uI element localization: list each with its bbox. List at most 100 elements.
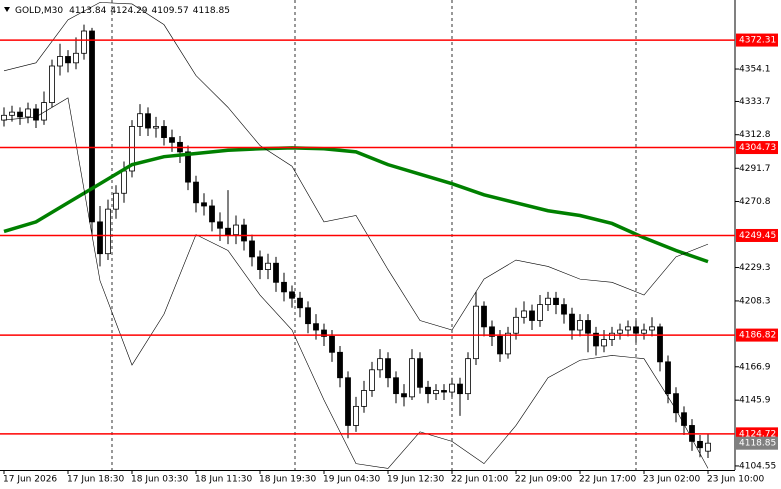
x-tick-label: 18 Jun 19:30 xyxy=(259,475,316,485)
candle-body xyxy=(609,332,615,340)
symbol: GOLD,M30 xyxy=(15,6,63,16)
last-price-label: 4118.85 xyxy=(739,439,776,449)
candle-body xyxy=(345,377,351,426)
level-tag xyxy=(736,328,778,342)
level-label: 4372.31 xyxy=(739,36,776,46)
y-tick-label: 4291.7 xyxy=(739,164,771,174)
candle-body xyxy=(489,326,495,337)
candle-body xyxy=(321,329,327,337)
candle-body xyxy=(553,297,559,305)
candle-body xyxy=(1,114,7,121)
y-tick-label: 4354.1 xyxy=(739,65,771,75)
candle-body xyxy=(537,304,543,321)
y-tick-label: 4333.7 xyxy=(739,97,771,107)
x-tick-label: 19 Jun 12:30 xyxy=(387,475,444,485)
y-tick-label: 4145.9 xyxy=(739,396,771,406)
candle-body xyxy=(425,386,431,395)
candle-body xyxy=(25,108,31,118)
candle-body xyxy=(465,358,471,395)
candle-body xyxy=(561,304,567,315)
candle-body xyxy=(33,108,39,121)
candle-body xyxy=(361,390,367,407)
candle-body xyxy=(505,332,511,355)
indicator-line xyxy=(3,97,709,469)
x-tick-label: 18 Jun 03:30 xyxy=(131,475,188,485)
candle-body xyxy=(657,326,663,363)
y-tick-label: 4104.55 xyxy=(739,461,776,471)
candle-body xyxy=(65,56,71,64)
level-tag xyxy=(736,33,778,47)
candle-body xyxy=(401,393,407,398)
y-tick-label: 4229.3 xyxy=(739,263,771,273)
candle-body xyxy=(97,221,103,255)
candle-body xyxy=(433,390,439,395)
candle-body xyxy=(225,227,231,236)
candle-body xyxy=(353,405,359,426)
candle-body xyxy=(217,221,223,229)
candle-body xyxy=(617,329,623,334)
candle-body xyxy=(289,291,295,299)
candle-body xyxy=(41,102,47,121)
candle-body xyxy=(281,281,287,293)
candle-body xyxy=(273,262,279,283)
candle-body xyxy=(449,383,455,393)
indicator-line xyxy=(3,146,709,264)
x-tick-label: 18 Jun 11:30 xyxy=(195,475,252,485)
candle-body xyxy=(89,30,95,223)
candle-body xyxy=(593,332,599,347)
candle-body xyxy=(545,297,551,305)
candle-body xyxy=(481,305,487,328)
candle-body xyxy=(385,358,391,379)
candle-body xyxy=(329,335,335,353)
candle-body xyxy=(57,56,63,67)
candle-body xyxy=(409,358,415,398)
open-value: 4113.84 xyxy=(69,6,106,16)
indicator-line xyxy=(3,2,709,331)
candle-body xyxy=(137,113,143,127)
candle-body xyxy=(113,192,119,210)
y-tick-label: 4166.9 xyxy=(739,362,771,372)
candle-body xyxy=(601,339,607,347)
candle-body xyxy=(145,113,151,129)
header: GOLD,M30 4113.84 4124.29 4109.57 4118.85 xyxy=(4,6,230,16)
candle-body xyxy=(497,335,503,355)
candle-body xyxy=(625,326,631,331)
x-tick-label: 22 Jun 09:00 xyxy=(515,475,572,485)
close-value: 4118.85 xyxy=(193,6,230,16)
x-tick-label: 17 Jun 18:30 xyxy=(67,475,124,485)
x-tick-label: 23 Jun 10:00 xyxy=(707,475,764,485)
plot xyxy=(0,2,735,469)
candle-body xyxy=(73,52,79,64)
menu-arrow[interactable] xyxy=(4,7,10,12)
candle-body xyxy=(49,65,55,103)
candle-body xyxy=(441,390,447,393)
candle-body xyxy=(193,181,199,204)
low-value: 4109.57 xyxy=(152,6,189,16)
x-tick-label: 19 Jun 04:30 xyxy=(323,475,380,485)
candle-body xyxy=(209,205,215,223)
candle-body xyxy=(521,310,527,318)
level-label: 4124.72 xyxy=(739,429,776,439)
candle-body xyxy=(105,208,111,255)
y-tick-label: 4208.3 xyxy=(739,296,771,306)
candle-body xyxy=(121,170,127,194)
level-tag xyxy=(736,141,778,155)
candle-body xyxy=(577,320,583,331)
candle-body xyxy=(569,313,575,331)
candle-body xyxy=(233,224,239,236)
x-tick-label: 17 Jun 2026 xyxy=(3,475,57,485)
candle-body xyxy=(473,305,479,360)
candle-body xyxy=(129,126,135,172)
candle-body xyxy=(649,326,655,331)
candle-body xyxy=(305,307,311,325)
candle-body xyxy=(9,111,15,116)
last-price-tag xyxy=(736,436,778,450)
candle-body xyxy=(641,329,647,334)
level-tag xyxy=(736,228,778,242)
header-text: GOLD,M30 4113.84 4124.29 4109.57 4118.85 xyxy=(15,6,230,16)
level-label: 4186.82 xyxy=(739,331,776,341)
y-tick-label: 4312.8 xyxy=(739,130,771,140)
candle-body xyxy=(201,202,207,207)
candle-body xyxy=(681,412,687,426)
